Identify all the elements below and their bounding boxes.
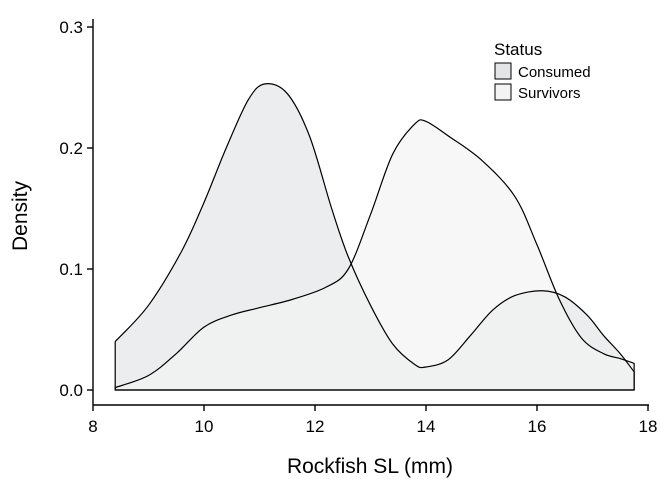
x-tick-label: 12 [306,417,325,436]
line-survivors [114,119,635,391]
line-consumed [114,83,635,391]
x-axis-ticks: 8 10 12 14 16 18 [88,405,657,436]
x-tick-label: 10 [195,417,214,436]
y-tick-label: 0.2 [59,139,83,158]
legend-title: Status [494,40,542,59]
x-axis-label: Rockfish SL (mm) [287,455,453,478]
legend-label-survivors: Survivors [518,85,581,102]
area-outlines [114,83,635,391]
x-tick-label: 8 [88,417,97,436]
y-tick-label: 0.0 [59,381,83,400]
x-tick-label: 14 [417,417,436,436]
y-axis-ticks: 0.0 0.1 0.2 0.3 [59,18,93,400]
legend: Status Consumed Survivors [494,40,591,102]
y-tick-label: 0.1 [59,260,83,279]
y-axis-label: Density [9,180,32,251]
x-tick-label: 16 [528,417,547,436]
y-tick-label: 0.3 [59,18,83,37]
legend-label-consumed: Consumed [518,64,591,81]
area-survivors [115,119,635,391]
area-fills [115,83,635,391]
x-tick-label: 18 [639,417,658,436]
axes [92,19,649,406]
legend-swatch-consumed [494,62,512,80]
legend-swatch-survivors [494,83,512,101]
